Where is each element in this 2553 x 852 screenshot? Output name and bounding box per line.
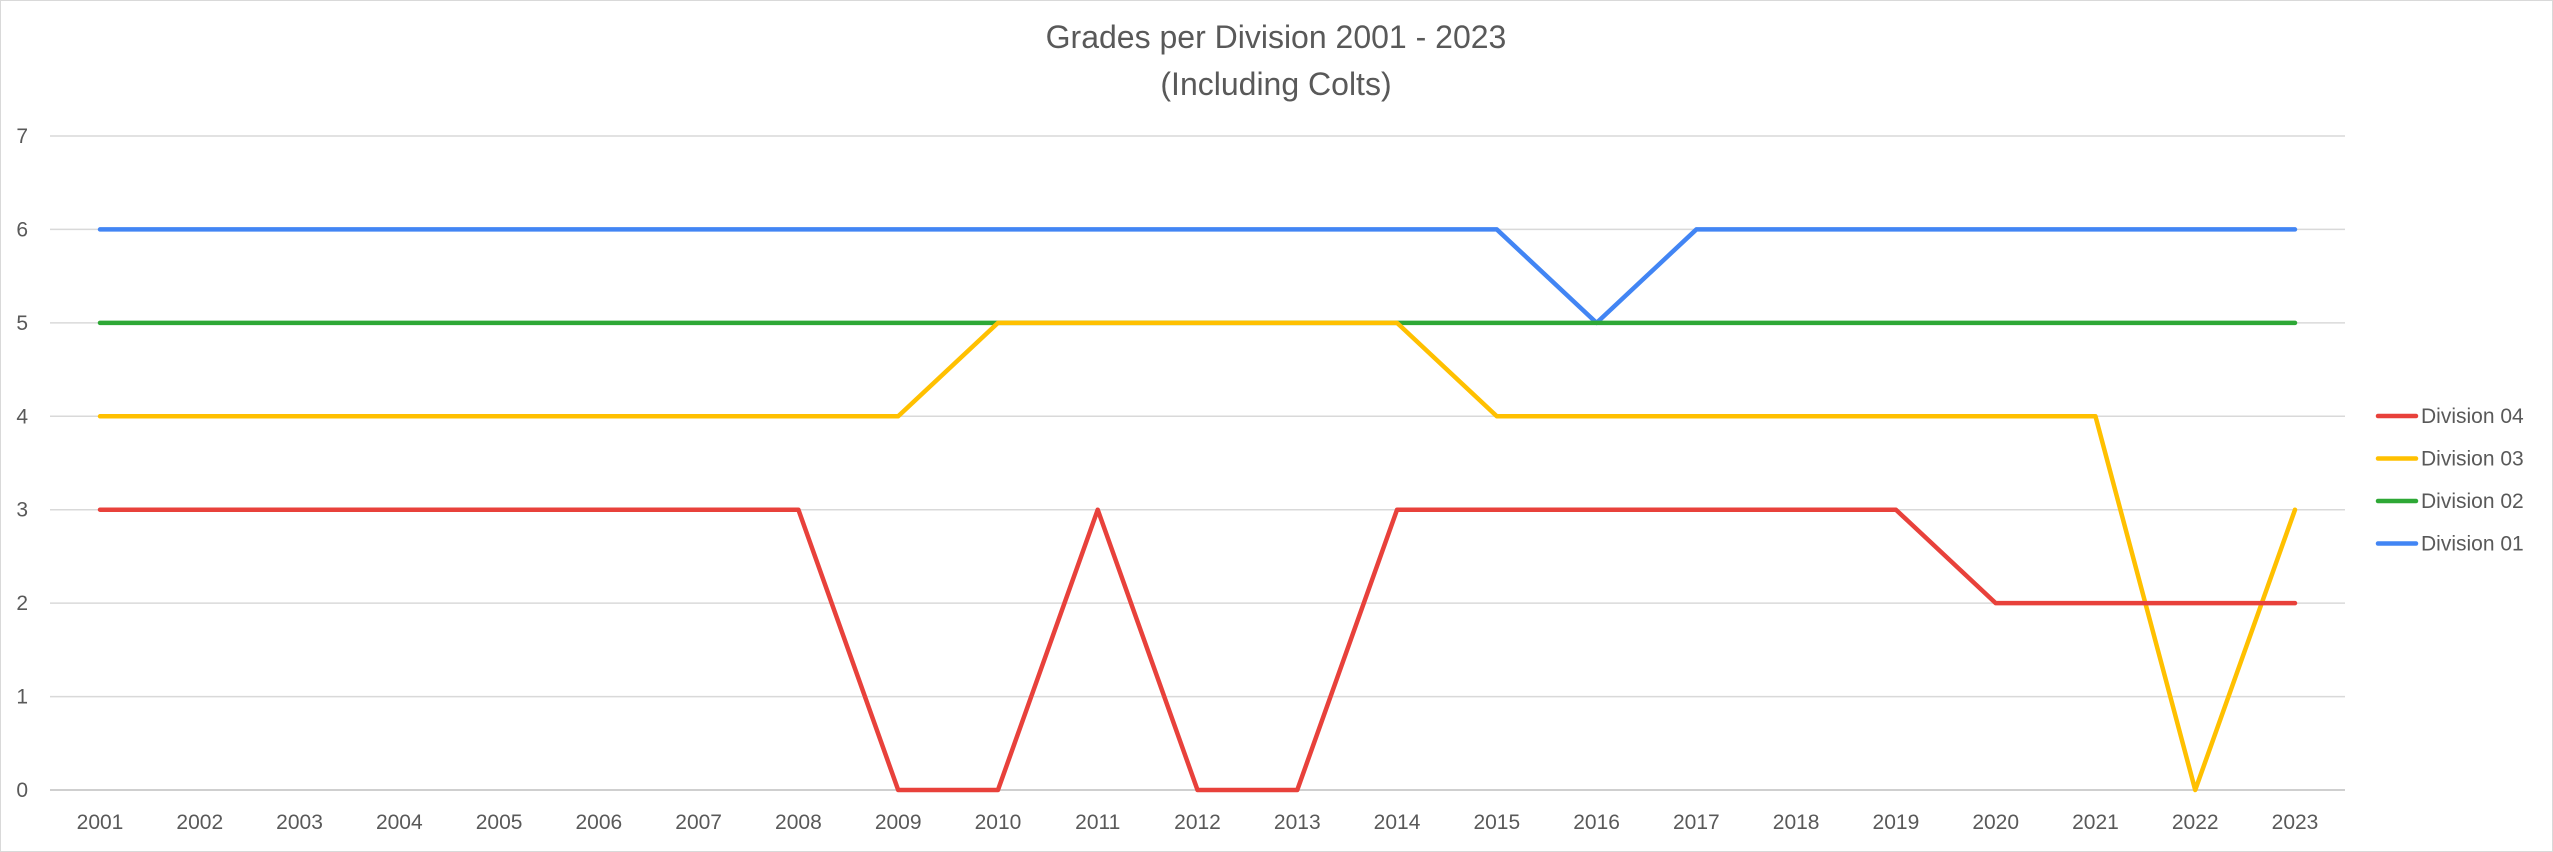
x-tick-label: 2007 [675,811,722,834]
x-tick-label: 2021 [2072,811,2119,834]
legend-item: Division 04 [2375,405,2524,428]
legend: Division 04 Division 03 Division 02 Divisio… [2375,405,2524,556]
x-tick-label: 2019 [1873,811,1920,834]
y-tick-label: 2 [16,592,28,615]
x-tick-label: 2009 [875,811,922,834]
series-lines [97,227,2298,793]
legend-item: Division 01 [2375,533,2524,556]
x-tick-label: 2018 [1773,811,1820,834]
legend-label: Division 02 [2421,490,2524,513]
x-tick-label: 2004 [376,811,423,834]
chart-title: Grades per Division 2001 - 2023 [1046,19,1507,55]
legend-item: Division 03 [2375,448,2524,471]
y-tick-label: 3 [16,499,28,522]
y-tick-label: 7 [16,125,28,148]
legend-label: Division 04 [2421,405,2524,428]
y-tick-label: 6 [16,218,28,241]
x-tick-label: 2003 [276,811,323,834]
chart-subtitle: (Including Colts) [1160,66,1391,102]
legend-item: Division 02 [2375,490,2524,513]
x-tick-label: 2006 [576,811,623,834]
y-axis-ticks: 0 1 2 3 4 5 6 7 [16,125,28,802]
series-line-division-01 [97,227,2298,326]
x-tick-label: 2020 [1972,811,2019,834]
y-tick-label: 1 [16,686,28,709]
x-axis-ticks: 2001 2002 2003 2004 2005 2006 2007 2008 2009 2010… [77,811,2319,834]
x-tick-label: 2015 [1473,811,1520,834]
series-line-division-04 [97,507,2298,793]
x-tick-label: 2012 [1174,811,1221,834]
legend-label: Division 03 [2421,448,2524,471]
gridlines [50,135,2345,791]
x-tick-label: 2010 [975,811,1022,834]
x-tick-label: 2008 [775,811,822,834]
series-line-division-03 [97,320,2298,793]
x-tick-label: 2001 [77,811,124,834]
y-tick-label: 5 [16,312,28,335]
x-tick-label: 2022 [2172,811,2219,834]
y-tick-label: 4 [16,405,28,428]
x-tick-label: 2017 [1673,811,1720,834]
x-tick-label: 2011 [1075,811,1120,834]
x-tick-label: 2016 [1573,811,1620,834]
x-tick-label: 2014 [1374,811,1421,834]
x-tick-label: 2002 [176,811,223,834]
x-tick-label: 2005 [476,811,523,834]
x-tick-label: 2023 [2272,811,2319,834]
x-tick-label: 2013 [1274,811,1321,834]
y-tick-label: 0 [16,779,28,802]
legend-label: Division 01 [2421,533,2524,556]
